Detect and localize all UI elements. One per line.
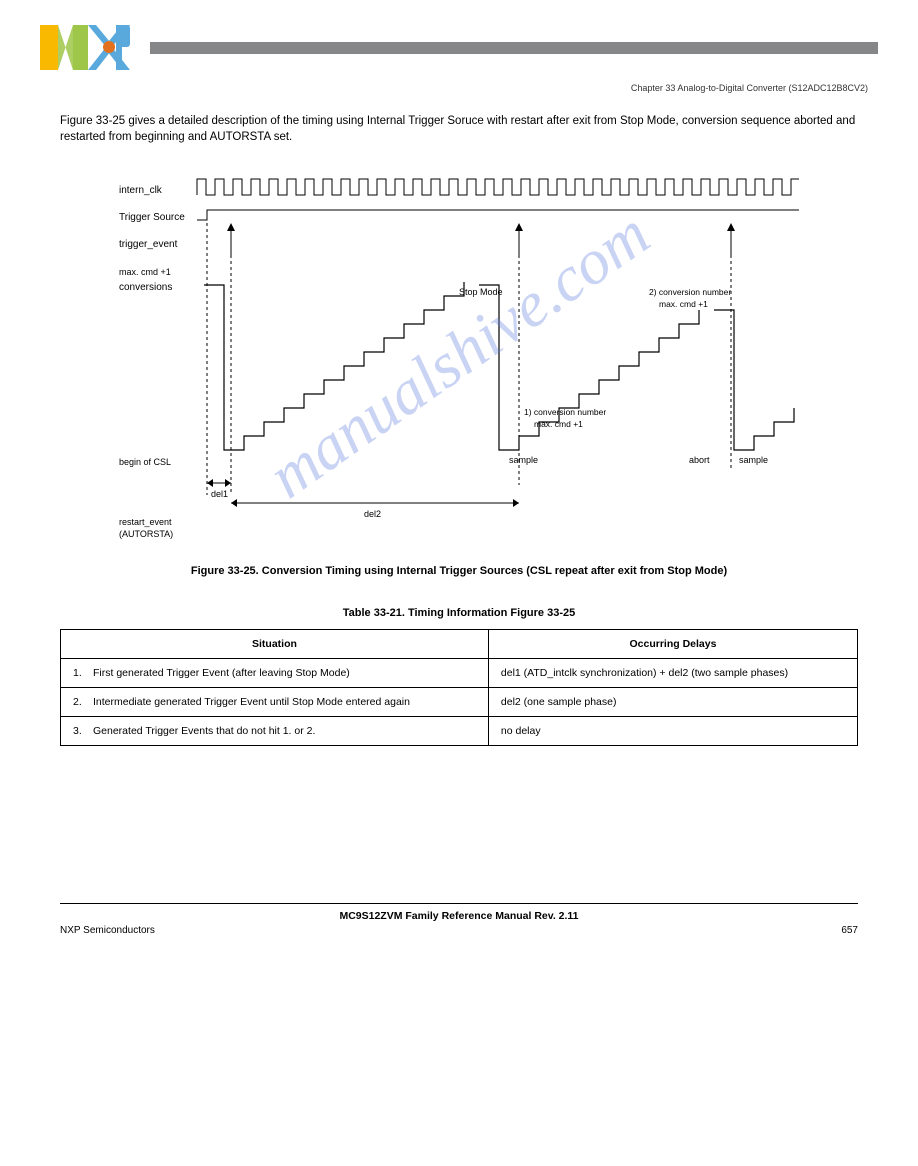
- svg-text:del1: del1: [211, 489, 228, 499]
- page-header: [0, 0, 918, 75]
- label-stop-mode: Stop Mode: [459, 287, 503, 297]
- footer-title: MC9S12ZVM Family Reference Manual Rev. 2…: [60, 910, 858, 922]
- del1-span: del1: [207, 479, 231, 499]
- nxp-logo-icon: [40, 20, 130, 75]
- th-situation: Situation: [61, 630, 489, 659]
- table-row: 1.First generated Trigger Event (after l…: [61, 659, 858, 688]
- cell-text: First generated Trigger Event (after lea…: [93, 667, 350, 679]
- timing-table: Situation Occurring Delays 1.First gener…: [60, 629, 858, 746]
- trigger-source-line: [197, 210, 799, 220]
- label-note2a: 2) conversion number: [649, 287, 731, 297]
- timing-figure: manualshive.com intern_clk Trigger Sourc…: [119, 165, 799, 545]
- trigger-arrow-1: [227, 223, 235, 255]
- page-content: Figure 33-25 gives a detailed descriptio…: [0, 93, 918, 966]
- cell-text: del1 (ATD_intclk synchronization) + del2…: [488, 659, 857, 688]
- label-trigger-source: Trigger Source: [119, 212, 185, 223]
- label-note1a: 1) conversion number: [524, 407, 606, 417]
- label-sample-1: sample: [509, 455, 538, 465]
- staircase-3: [714, 310, 794, 450]
- del2-span: del2: [231, 499, 519, 519]
- label-max-cmd: max. cmd +1: [119, 267, 171, 277]
- label-conversions: conversions: [119, 282, 172, 293]
- page-footer: MC9S12ZVM Family Reference Manual Rev. 2…: [0, 903, 918, 936]
- label-begin-csl: begin of CSL: [119, 457, 171, 467]
- row-num: 1.: [73, 667, 93, 679]
- cell-text: del2 (one sample phase): [488, 688, 857, 717]
- timing-diagram-svg: intern_clk Trigger Source trigger_event: [119, 165, 799, 545]
- table-caption: Table 33-21. Timing Information Figure 3…: [60, 607, 858, 619]
- row-num: 3.: [73, 725, 93, 737]
- label-autorsta: (AUTORSTA): [119, 529, 173, 539]
- th-delays: Occurring Delays: [488, 630, 857, 659]
- cell-text: no delay: [488, 717, 857, 746]
- label-trigger-event: trigger_event: [119, 239, 178, 250]
- table-row: 3.Generated Trigger Events that do not h…: [61, 717, 858, 746]
- cell-text: Generated Trigger Events that do not hit…: [93, 725, 315, 737]
- label-intern-clk: intern_clk: [119, 185, 163, 196]
- header-bar: [150, 42, 878, 54]
- trigger-arrow-2: [515, 223, 523, 255]
- clock-waveform: [197, 179, 799, 195]
- table-row: 2.Intermediate generated Trigger Event u…: [61, 688, 858, 717]
- footer-right: 657: [841, 925, 858, 936]
- label-sample-2: sample: [739, 455, 768, 465]
- cell-text: Intermediate generated Trigger Event unt…: [93, 696, 410, 708]
- label-note1b: max. cmd +1: [534, 419, 583, 429]
- intro-paragraph: Figure 33-25 gives a detailed descriptio…: [60, 113, 858, 145]
- staircase-2: [479, 285, 699, 450]
- row-num: 2.: [73, 696, 93, 708]
- footer-left: NXP Semiconductors: [60, 925, 155, 936]
- label-restart-event-1: restart_event: [119, 517, 172, 527]
- table-header-row: Situation Occurring Delays: [61, 630, 858, 659]
- trigger-arrow-3: [727, 223, 735, 255]
- svg-text:del2: del2: [364, 509, 381, 519]
- figure-caption: Figure 33-25. Conversion Timing using In…: [60, 565, 858, 577]
- staircase-1: [204, 282, 464, 450]
- label-note2b: max. cmd +1: [659, 299, 708, 309]
- label-abort: abort: [689, 455, 710, 465]
- page-breadcrumb: Chapter 33 Analog-to-Digital Converter (…: [0, 75, 918, 93]
